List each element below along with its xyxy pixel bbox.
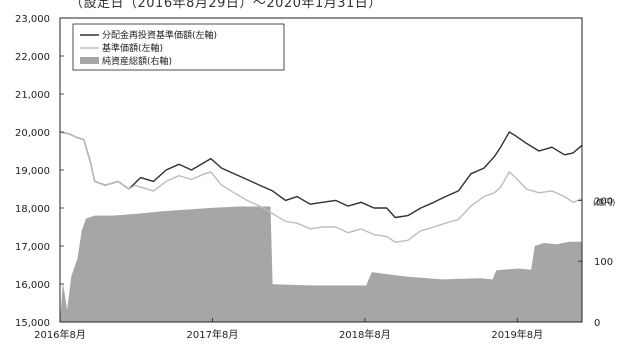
right-axis: 0 100 200(億円)	[578, 196, 615, 329]
right-axis-unit: (億円)	[593, 197, 615, 207]
right-tick-label: 200	[594, 196, 613, 207]
x-tick-label: 2018年8月	[339, 328, 391, 341]
left-tick-label: 17,000	[15, 242, 50, 253]
series-line-base-price	[59, 131, 583, 243]
legend-box	[72, 23, 285, 71]
legend: 分配金再投資基準価額(左軸) 基準価額(左軸) 純資産総額(右軸)	[72, 23, 285, 71]
left-tick-label: 23,000	[15, 14, 50, 25]
left-tick-label: 18,000	[15, 204, 50, 215]
x-tick-label: 2016年8月	[34, 328, 86, 341]
right-tick-label: 100	[594, 257, 613, 268]
assets-area-layer	[60, 206, 582, 322]
left-tick-label: 19,000	[15, 166, 50, 177]
legend-assets-swatch	[80, 57, 99, 64]
chart-subtitle: （設定日（2016年8月29日）～2020年1月31日）	[70, 0, 382, 11]
line-layer	[59, 131, 583, 243]
x-axis: 2016年8月 2017年8月 2018年8月 2019年8月	[34, 318, 543, 341]
x-tick-label: 2019年8月	[491, 328, 543, 341]
x-tick-label: 2017年8月	[187, 328, 239, 341]
left-tick-label: 22,000	[15, 52, 50, 63]
left-tick-label: 16,000	[15, 280, 50, 291]
left-axis: 15,000 16,000 17,000 18,000 19,000 20,000 21,0…	[15, 14, 64, 329]
legend-label-nav: 分配金再投資基準価額(左軸)	[102, 29, 217, 41]
left-tick-label: 15,000	[15, 318, 50, 329]
series-line-reinvested-nav	[59, 131, 583, 219]
left-tick-label: 21,000	[15, 90, 50, 101]
series-area-net-assets	[60, 206, 582, 322]
right-tick-label: 0	[594, 318, 600, 329]
legend-label-base: 基準価額(左軸)	[102, 42, 163, 54]
left-tick-label: 20,000	[15, 128, 50, 139]
legend-label-assets: 純資産総額(右軸)	[102, 55, 172, 67]
